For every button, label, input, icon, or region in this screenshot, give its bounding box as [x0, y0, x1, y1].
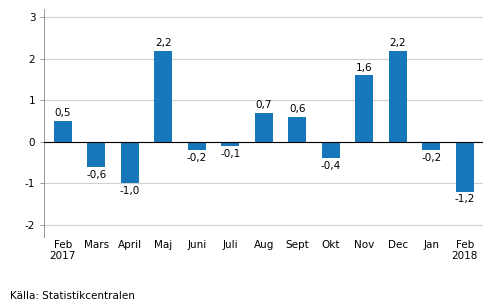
- Bar: [321, 142, 340, 158]
- Bar: [54, 121, 72, 142]
- Bar: [87, 142, 106, 167]
- Text: -0,4: -0,4: [320, 161, 341, 171]
- Bar: [121, 142, 139, 183]
- Bar: [422, 142, 440, 150]
- Bar: [388, 50, 407, 142]
- Bar: [221, 142, 240, 146]
- Text: -1,2: -1,2: [455, 195, 475, 204]
- Bar: [355, 75, 373, 142]
- Text: 1,6: 1,6: [356, 63, 373, 73]
- Bar: [254, 113, 273, 142]
- Text: 0,5: 0,5: [55, 108, 71, 118]
- Text: -0,6: -0,6: [86, 170, 106, 180]
- Text: -0,2: -0,2: [187, 153, 207, 163]
- Text: 2,2: 2,2: [389, 38, 406, 48]
- Bar: [288, 117, 307, 142]
- Text: 0,7: 0,7: [255, 100, 272, 110]
- Text: -1,0: -1,0: [120, 186, 140, 196]
- Bar: [187, 142, 206, 150]
- Bar: [456, 142, 474, 192]
- Text: -0,1: -0,1: [220, 149, 241, 159]
- Text: 2,2: 2,2: [155, 38, 172, 48]
- Bar: [154, 50, 173, 142]
- Text: -0,2: -0,2: [421, 153, 441, 163]
- Text: Källa: Statistikcentralen: Källa: Statistikcentralen: [10, 291, 135, 301]
- Text: 0,6: 0,6: [289, 104, 306, 114]
